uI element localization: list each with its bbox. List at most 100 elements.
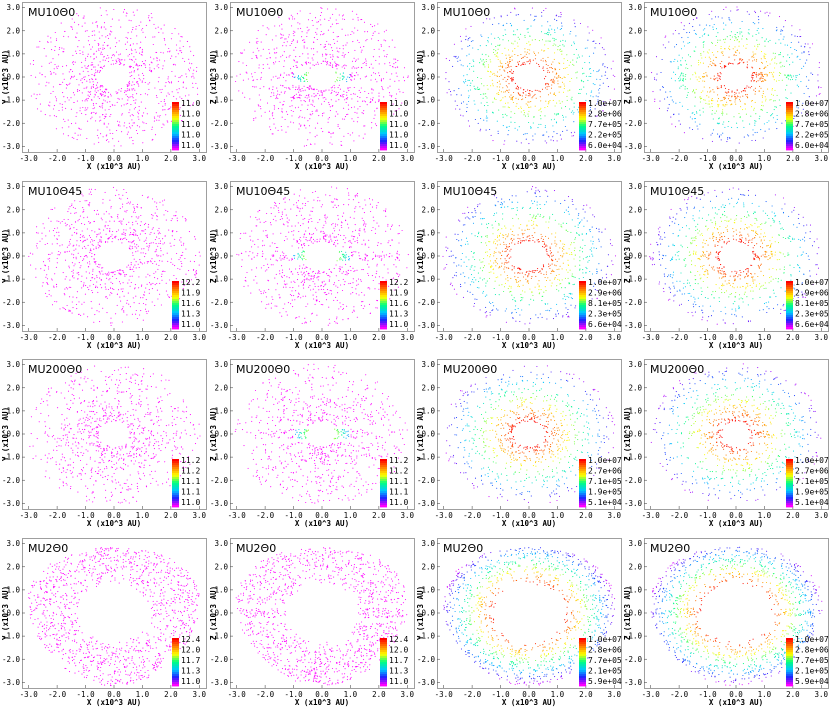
particle-point <box>463 101 464 102</box>
particle-point <box>508 107 509 108</box>
particle-point <box>353 140 354 141</box>
particle-point <box>171 38 172 39</box>
particle-point <box>85 255 86 256</box>
particle-point <box>568 74 569 75</box>
particle-point <box>185 220 186 221</box>
particle-point <box>469 54 470 55</box>
particle-point <box>108 279 109 280</box>
particle-point <box>62 82 63 83</box>
particle-point <box>735 96 736 97</box>
particle-point <box>790 74 791 75</box>
particle-point <box>162 109 163 110</box>
particle-point <box>138 287 139 288</box>
particle-point <box>763 78 764 79</box>
particle-point <box>540 96 541 97</box>
particle-point <box>108 275 109 276</box>
particle-point <box>302 268 303 269</box>
particle-point <box>607 78 608 79</box>
particle-point <box>301 215 302 216</box>
particle-point <box>158 255 159 256</box>
particle-point <box>458 56 459 57</box>
particle-point <box>724 48 725 49</box>
particle-point <box>102 114 103 115</box>
particle-point <box>142 297 143 298</box>
particle-point <box>343 52 344 53</box>
particle-point <box>338 87 339 88</box>
particle-point <box>515 98 516 99</box>
particle-point <box>172 218 173 219</box>
particle-point <box>107 45 108 46</box>
particle-point <box>90 192 91 193</box>
particle-point <box>64 121 65 122</box>
particle-point <box>727 139 728 140</box>
particle-point <box>248 78 249 79</box>
particle-point <box>94 262 95 263</box>
particle-point <box>94 58 95 59</box>
particle-point <box>509 89 510 90</box>
particle-point <box>74 232 75 233</box>
particle-point <box>313 25 314 26</box>
particle-point <box>295 47 296 48</box>
particle-point <box>50 93 51 94</box>
particle-point <box>56 40 57 41</box>
particle-point <box>567 100 568 101</box>
particle-point <box>505 67 506 68</box>
particle-point <box>144 224 145 225</box>
particle-point <box>498 66 499 67</box>
particle-point <box>175 76 176 77</box>
particle-point <box>251 58 252 59</box>
particle-point <box>71 254 72 255</box>
particle-point <box>703 29 704 30</box>
particle-point <box>739 99 740 100</box>
particle-point <box>131 75 132 76</box>
particle-point <box>343 96 344 97</box>
particle-point <box>378 99 379 100</box>
particle-point <box>397 67 398 68</box>
particle-point <box>64 289 65 290</box>
particle-point <box>506 85 507 86</box>
particle-point <box>114 221 115 222</box>
particle-point <box>596 71 597 72</box>
particle-point <box>529 94 530 95</box>
particle-point <box>271 213 272 214</box>
particle-point <box>83 282 84 283</box>
particle-point <box>171 121 172 122</box>
particle-point <box>63 48 64 49</box>
particle-point <box>748 87 749 88</box>
particle-point <box>352 231 353 232</box>
particle-point <box>91 100 92 101</box>
particle-point <box>542 58 543 59</box>
particle-point <box>296 317 297 318</box>
particle-point <box>507 76 508 77</box>
particle-point <box>68 266 69 267</box>
particle-point <box>717 75 718 76</box>
particle-point <box>691 65 692 66</box>
particle-point <box>141 207 142 208</box>
particle-point <box>84 100 85 101</box>
particle-point <box>148 227 149 228</box>
particle-point <box>151 242 152 243</box>
particle-point <box>337 64 338 65</box>
particle-point <box>68 126 69 127</box>
particle-point <box>349 77 350 78</box>
particle-point <box>357 237 358 238</box>
particle-point <box>490 59 491 60</box>
particle-point <box>269 88 270 89</box>
particle-point <box>735 34 736 35</box>
particle-point <box>137 65 138 66</box>
particle-point <box>596 95 597 96</box>
particle-point <box>547 34 548 35</box>
particle-point <box>91 189 92 190</box>
particle-point <box>524 35 525 36</box>
particle-point <box>94 75 95 76</box>
particle-point <box>107 102 108 103</box>
particle-point <box>733 55 734 56</box>
particle-point <box>240 233 241 234</box>
particle-point <box>721 67 722 68</box>
particle-point <box>124 296 125 297</box>
particle-point <box>98 242 99 243</box>
particle-point <box>701 57 702 58</box>
particle-point <box>133 67 134 68</box>
particle-point <box>347 114 348 115</box>
particle-point <box>145 93 146 94</box>
